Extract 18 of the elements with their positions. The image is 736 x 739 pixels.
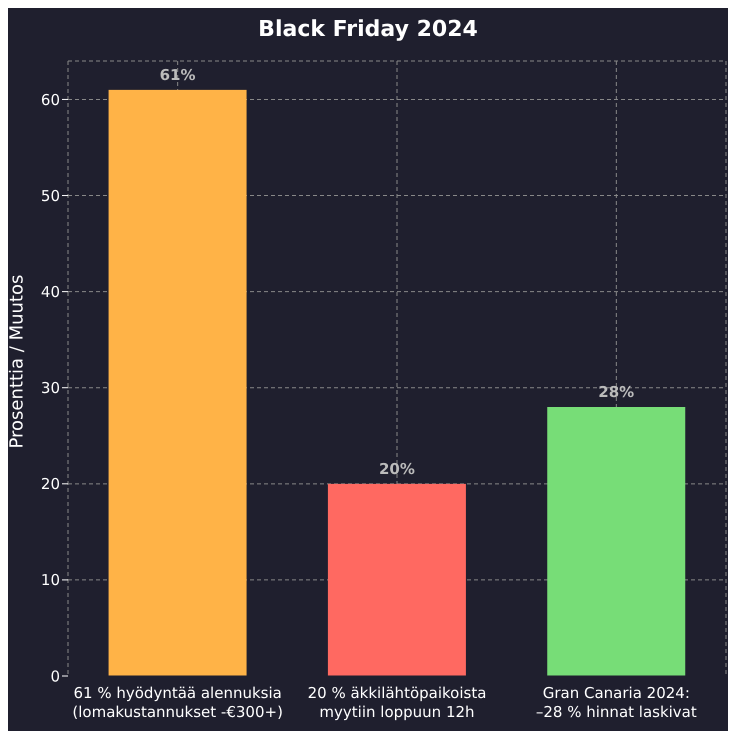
- data-label: 61%: [160, 66, 196, 84]
- data-label: 20%: [378, 460, 415, 478]
- x-tick-label: 61 % hyödyntää alennuksia (lomakustannukset -€300+): [72, 684, 283, 721]
- data-label: 28%: [598, 382, 634, 401]
- chart-title: Black Friday 2024: [257, 16, 479, 44]
- y-tick-label: 60: [40, 90, 60, 109]
- y-tick-label: 10: [40, 571, 60, 590]
- bar: [108, 90, 247, 676]
- x-tick-label: 20 % äkkilähtöpaikoista myytiin loppuun 12h: [308, 684, 486, 721]
- y-tick-label: 0: [50, 667, 60, 686]
- y-tick-label: 20: [40, 475, 60, 494]
- y-tick-label: 50: [40, 186, 60, 205]
- y-tick-label: 40: [40, 282, 60, 301]
- bar: [328, 484, 466, 676]
- bar: [547, 406, 686, 676]
- x-tick-label: Gran Canaria 2024: –28 % hinnat laskivat: [536, 684, 697, 721]
- y-axis-title: Prosenttia / Muutos: [6, 274, 28, 448]
- y-tick-label: 30: [40, 379, 60, 398]
